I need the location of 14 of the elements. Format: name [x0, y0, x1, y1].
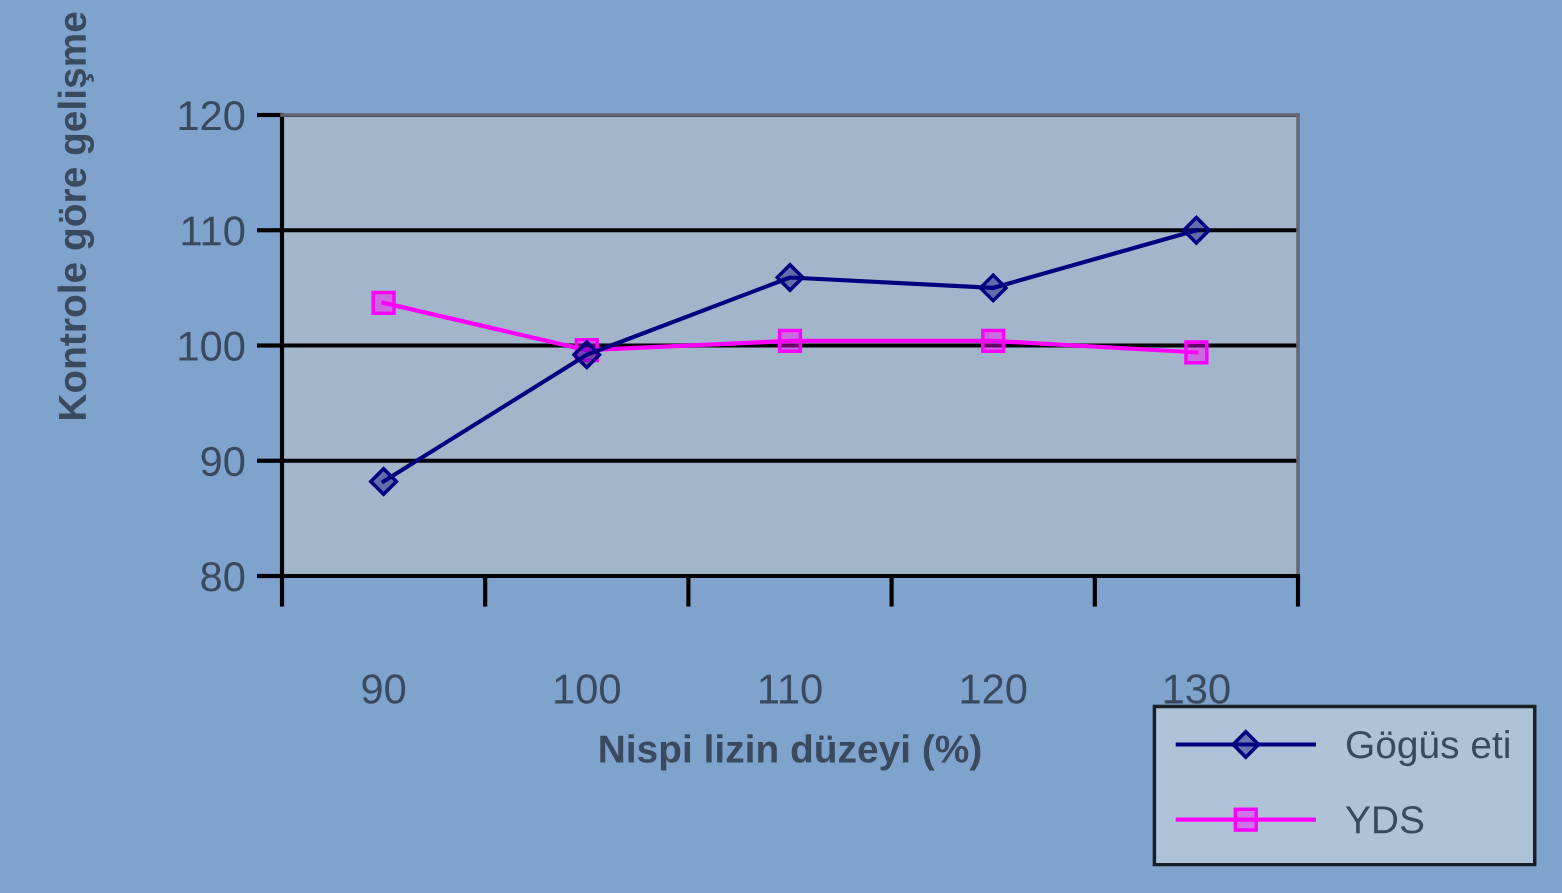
x-tick-label: 120 [961, 674, 1027, 704]
y-axis-title: Kontrole göre gelişme [57, 12, 95, 420]
x-axis-title: Nispi lizin düzeyi (%) [600, 734, 981, 771]
x-tick-label: 90 [362, 674, 406, 704]
y-tick-label: 80 [201, 562, 245, 592]
legend-label: YDS [1345, 806, 1424, 834]
y-tick-label: 120 [179, 101, 245, 131]
x-tick-label: 100 [555, 674, 620, 704]
y-tick-label: 100 [179, 331, 245, 362]
x-tick-label: 110 [759, 674, 822, 704]
legend-label: Gögüs eti [1346, 729, 1509, 767]
y-tick-label: 90 [201, 446, 245, 477]
x-tick-label: 130 [1164, 674, 1230, 704]
y-tick-label: 110 [182, 216, 245, 246]
